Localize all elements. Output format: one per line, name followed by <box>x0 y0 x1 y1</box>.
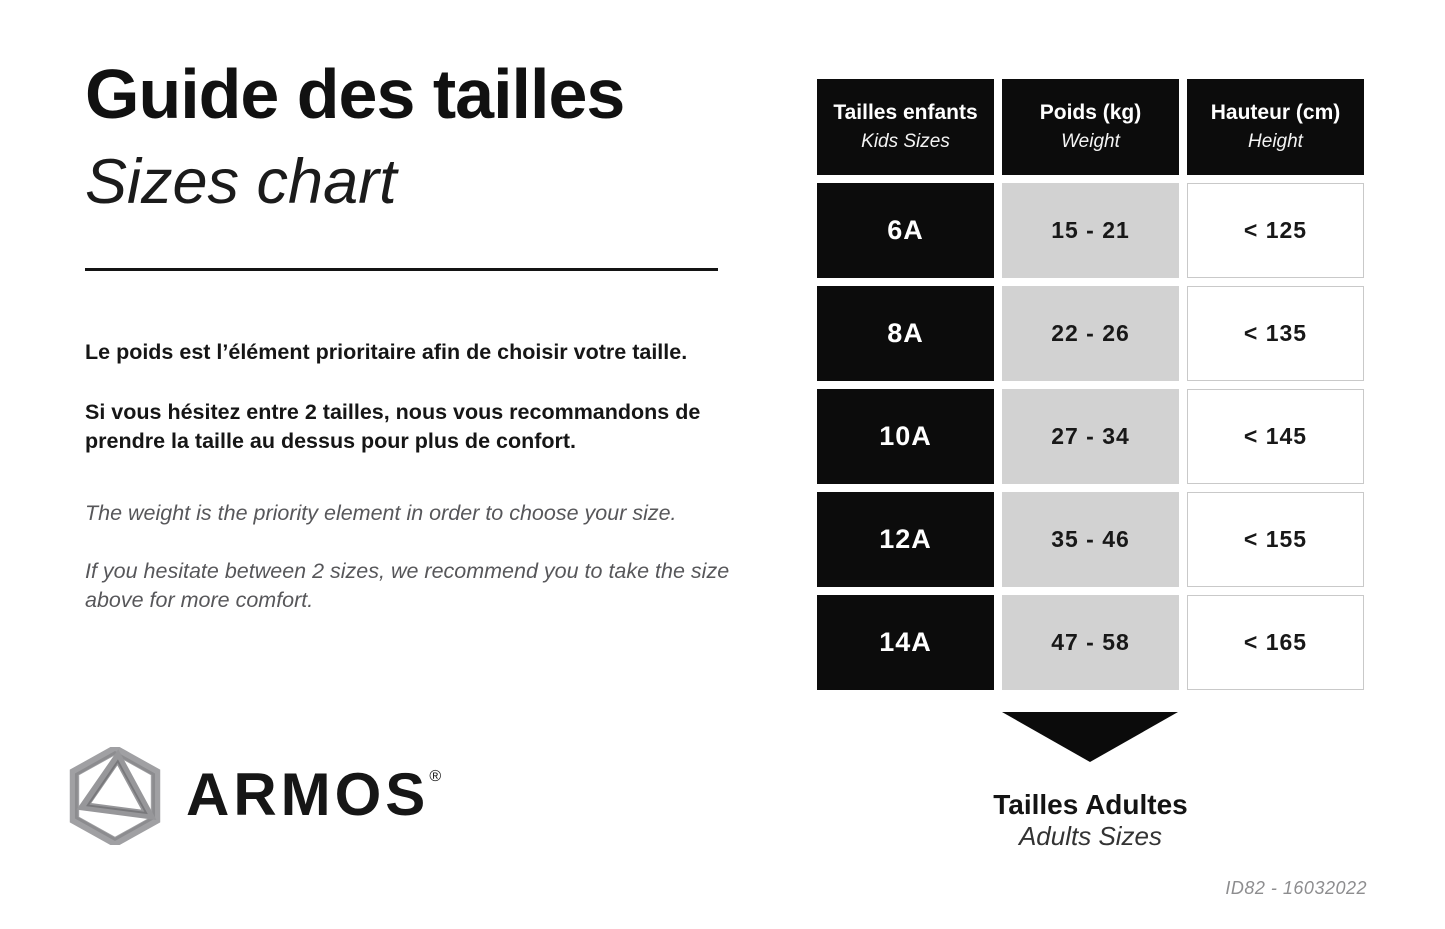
kids-size-table: Tailles enfants Kids Sizes Poids (kg) We… <box>817 79 1364 690</box>
table-header-weight: Poids (kg) Weight <box>1002 79 1179 175</box>
weight-cell: 15 - 21 <box>1002 183 1179 278</box>
size-cell: 10A <box>817 389 994 484</box>
armos-wordmark: ARMOS® <box>186 760 441 829</box>
adults-label-en: Adults Sizes <box>1018 821 1163 851</box>
height-cell: < 155 <box>1187 492 1364 587</box>
adults-sizes-caption: Tailles Adultes Adults Sizes <box>902 789 1279 851</box>
registered-trademark-symbol: ® <box>429 768 442 785</box>
height-cell: < 145 <box>1187 389 1364 484</box>
intro-paragraph-en-1: The weight is the priority element in or… <box>85 500 677 525</box>
divider <box>85 268 718 271</box>
intro-paragraph-en-2: If you hesitate between 2 sizes, we reco… <box>85 558 730 612</box>
size-cell: 12A <box>817 492 994 587</box>
page-subtitle: Sizes chart <box>85 147 397 217</box>
size-cell: 14A <box>817 595 994 690</box>
intro-paragraph-fr-1: Le poids est l’élément prioritaire afin … <box>85 339 688 364</box>
height-cell: < 135 <box>1187 286 1364 381</box>
adults-label-fr: Tailles Adultes <box>993 789 1188 820</box>
intro-paragraph-fr-2: Si vous hésitez entre 2 tailles, nous vo… <box>85 399 701 453</box>
table-header-height: Hauteur (cm) Height <box>1187 79 1364 175</box>
weight-cell: 22 - 26 <box>1002 286 1179 381</box>
header-label-en: Kids Sizes <box>861 131 950 152</box>
brand-name: ARMOS <box>186 761 430 828</box>
height-cell: < 125 <box>1187 183 1364 278</box>
header-label-fr: Tailles enfants <box>833 101 978 124</box>
height-cell: < 165 <box>1187 595 1364 690</box>
weight-cell: 27 - 34 <box>1002 389 1179 484</box>
weight-cell: 47 - 58 <box>1002 595 1179 690</box>
header-label-en: Height <box>1248 131 1303 152</box>
size-cell: 8A <box>817 286 994 381</box>
document-id: ID82 - 16032022 <box>1225 878 1367 898</box>
armos-hexagon-logo-icon <box>69 747 161 845</box>
header-label-fr: Hauteur (cm) <box>1210 101 1341 124</box>
arrow-down-icon <box>1002 712 1178 762</box>
header-label-en: Weight <box>1061 131 1120 152</box>
header-label-fr: Poids (kg) <box>1039 101 1142 124</box>
weight-cell: 35 - 46 <box>1002 492 1179 587</box>
page-title: Guide des tailles <box>85 55 625 133</box>
size-cell: 6A <box>817 183 994 278</box>
table-header-sizes: Tailles enfants Kids Sizes <box>817 79 994 175</box>
